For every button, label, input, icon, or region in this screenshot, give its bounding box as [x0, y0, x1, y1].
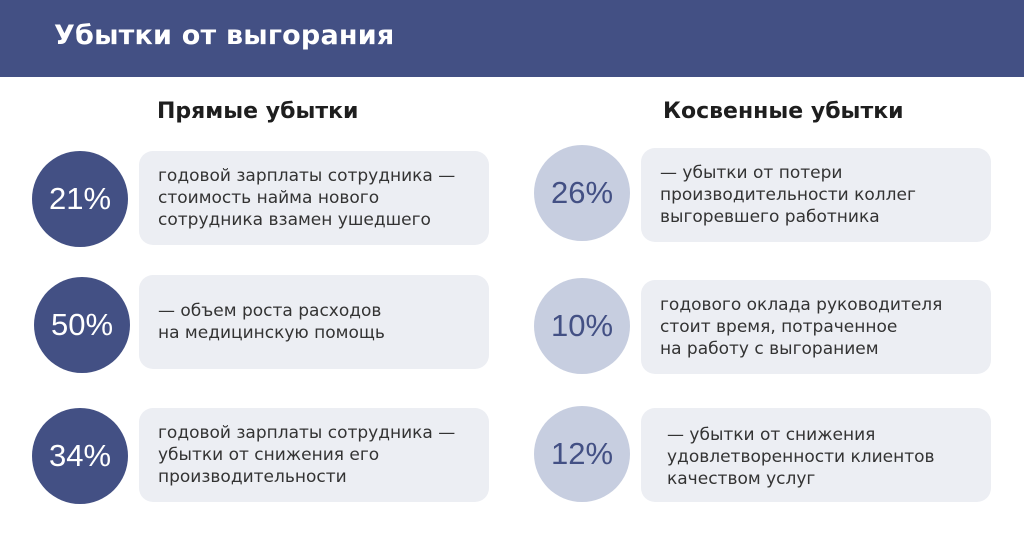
indirect-loss-description: — убытки от потери производительности ко…	[660, 163, 916, 227]
indirect-loss-percent-badge: 26%	[534, 145, 630, 241]
direct-loss-card: годовой зарплаты сотрудника — убытки от …	[139, 408, 489, 502]
indirect-loss-description: — убытки от снижения удовлетворенности к…	[667, 425, 935, 489]
direct-loss-percent-badge: 50%	[34, 277, 130, 373]
indirect-loss-percent-badge: 12%	[534, 406, 630, 502]
direct-loss-percent-badge: 34%	[32, 408, 128, 504]
indirect-loss-card: — убытки от снижения удовлетворенности к…	[641, 408, 991, 502]
direct-loss-description: годовой зарплаты сотрудника — стоимость …	[158, 166, 456, 230]
indirect-loss-percent-badge: 10%	[534, 278, 630, 374]
direct-loss-description: — объем роста расходов на медицинскую по…	[158, 301, 385, 343]
indirect-losses-heading: Косвенные убытки	[663, 99, 904, 124]
direct-loss-card: — объем роста расходов на медицинскую по…	[139, 275, 489, 369]
direct-losses-heading: Прямые убытки	[157, 99, 359, 124]
direct-loss-percent-badge: 21%	[32, 151, 128, 247]
direct-loss-card: годовой зарплаты сотрудника — стоимость …	[139, 151, 489, 245]
direct-loss-description: годовой зарплаты сотрудника — убытки от …	[158, 423, 456, 487]
page-title: Убытки от выгорания	[54, 20, 395, 51]
indirect-loss-description: годового оклада руководителя стоит время…	[660, 295, 943, 359]
indirect-loss-card: — убытки от потери производительности ко…	[641, 148, 991, 242]
indirect-loss-card: годового оклада руководителя стоит время…	[641, 280, 991, 374]
header-banner: Убытки от выгорания	[0, 0, 1024, 77]
